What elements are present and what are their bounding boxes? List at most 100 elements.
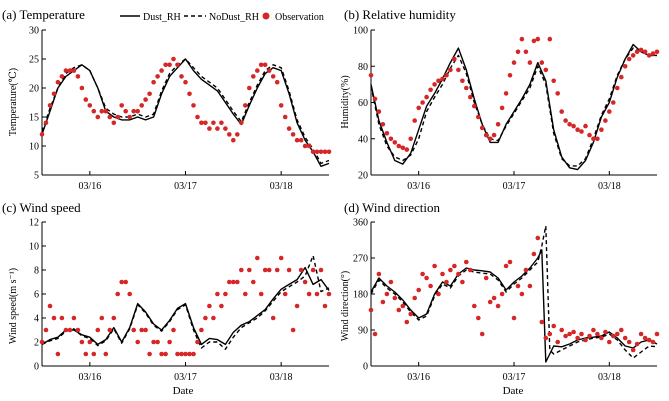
observation-point bbox=[611, 100, 616, 105]
observation-point bbox=[650, 339, 656, 345]
observation-point bbox=[43, 327, 49, 333]
observation-point bbox=[147, 351, 152, 357]
observation-point bbox=[274, 267, 280, 273]
observation-point bbox=[452, 56, 457, 62]
observation-point bbox=[495, 122, 501, 127]
observation-point bbox=[591, 327, 596, 333]
observation-point bbox=[298, 267, 304, 273]
observation-point bbox=[472, 303, 477, 309]
observation-point bbox=[559, 109, 564, 114]
observation-point bbox=[219, 303, 224, 309]
observation-point bbox=[195, 339, 200, 345]
observation-point bbox=[51, 91, 57, 97]
observation-point bbox=[515, 49, 521, 55]
observation-point bbox=[119, 279, 124, 285]
observation-point bbox=[155, 74, 160, 79]
y-tick-label: 6 bbox=[34, 290, 39, 301]
observation-point bbox=[563, 118, 568, 123]
observation-point bbox=[286, 267, 292, 273]
y-tick-label: 270 bbox=[353, 254, 368, 265]
observation-point bbox=[231, 279, 236, 285]
observation-point bbox=[55, 351, 61, 357]
observation-point bbox=[400, 303, 406, 309]
observation-point bbox=[619, 327, 624, 333]
observation-point bbox=[412, 295, 418, 301]
x-tick-label: 03/18 bbox=[598, 372, 621, 383]
observation-point bbox=[638, 331, 644, 337]
observation-point bbox=[527, 283, 533, 289]
observation-point bbox=[436, 291, 441, 297]
y-tick-label: 100 bbox=[353, 26, 368, 37]
observation-point bbox=[39, 339, 45, 345]
observation-point bbox=[326, 149, 332, 155]
observation-point bbox=[495, 303, 501, 309]
panel-title-c: (c) Wind speed bbox=[2, 200, 81, 215]
observation-point bbox=[239, 267, 244, 273]
y-tick-label: 20 bbox=[29, 84, 39, 95]
observation-point bbox=[91, 351, 97, 357]
observation-point bbox=[499, 105, 505, 111]
observation-point bbox=[219, 120, 224, 126]
observation-point bbox=[115, 291, 120, 297]
observation-point bbox=[499, 291, 505, 297]
observation-point bbox=[266, 267, 272, 273]
observation-point bbox=[195, 114, 200, 120]
observation-point bbox=[420, 271, 425, 277]
observation-point bbox=[310, 267, 316, 273]
observation-point bbox=[547, 331, 553, 337]
observation-point bbox=[75, 74, 81, 79]
observation-point bbox=[567, 122, 572, 127]
observation-point bbox=[368, 73, 374, 78]
observation-point bbox=[519, 291, 525, 297]
x-tick-label: 03/18 bbox=[270, 372, 293, 383]
observation-point bbox=[59, 74, 65, 79]
observation-point bbox=[75, 327, 81, 333]
observation-point bbox=[235, 132, 240, 137]
observation-point bbox=[416, 105, 422, 111]
observation-point bbox=[464, 259, 469, 265]
observation-point bbox=[266, 68, 272, 73]
observation-point bbox=[487, 299, 493, 305]
observation-point bbox=[63, 68, 69, 73]
observation-point bbox=[215, 126, 220, 131]
x-tick-label: 03/16 bbox=[407, 372, 430, 383]
observation-point bbox=[159, 68, 164, 73]
observation-point bbox=[396, 307, 402, 313]
observation-point bbox=[191, 103, 196, 108]
observation-point bbox=[103, 108, 109, 114]
ylabel-b: Humidity(%) bbox=[340, 75, 351, 128]
observation-point bbox=[67, 68, 73, 73]
panel-title-a: (a) Temperature bbox=[2, 7, 85, 22]
dust-line bbox=[370, 249, 658, 363]
observation-point bbox=[278, 103, 284, 108]
observation-point bbox=[607, 109, 612, 114]
observation-point bbox=[380, 122, 386, 127]
observation-point bbox=[139, 103, 144, 108]
legend-obs-label: Observation bbox=[275, 12, 324, 23]
observation-point bbox=[254, 68, 260, 73]
observation-point bbox=[231, 137, 236, 143]
y-tick-label: 0 bbox=[34, 362, 39, 373]
observation-point bbox=[626, 56, 632, 62]
observation-point bbox=[223, 126, 228, 131]
observation-point bbox=[43, 120, 49, 126]
observation-point bbox=[424, 275, 429, 281]
observation-point bbox=[159, 351, 164, 357]
observation-point bbox=[535, 235, 541, 241]
observation-point bbox=[135, 339, 140, 345]
legend-nodust-label: NoDust_RH bbox=[209, 12, 259, 23]
observation-point bbox=[507, 259, 513, 265]
observation-point bbox=[199, 327, 204, 333]
observation-point bbox=[456, 67, 461, 73]
observation-point bbox=[531, 38, 537, 44]
y-tick-label: 5 bbox=[34, 171, 39, 182]
observation-point bbox=[579, 331, 584, 337]
x-tick-label: 03/18 bbox=[270, 181, 293, 192]
observation-point bbox=[380, 299, 386, 305]
observation-point bbox=[634, 49, 640, 55]
observation-point bbox=[151, 339, 156, 345]
observation-point bbox=[448, 67, 453, 73]
dust-line bbox=[41, 266, 330, 346]
observation-point bbox=[183, 79, 188, 85]
